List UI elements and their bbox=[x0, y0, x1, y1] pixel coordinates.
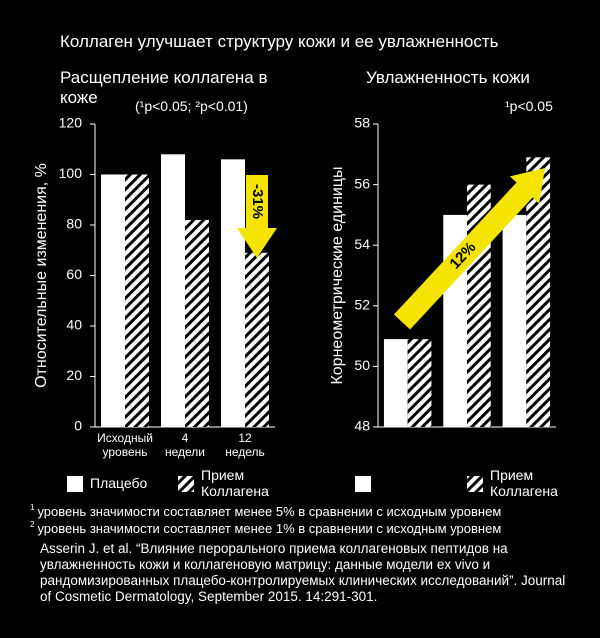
page-title: Коллаген улучшает структуру кожи и ее ув… bbox=[60, 32, 499, 51]
bar bbox=[383, 339, 408, 427]
chart-note: ¹p<0.05 bbox=[505, 98, 553, 114]
y-tick-label: 50 bbox=[354, 357, 370, 373]
y-tick-label: 60 bbox=[66, 266, 82, 282]
reference: Asserin J. et al. “Влияние перорального … bbox=[40, 541, 566, 604]
x-tick-label: Исходный уровень bbox=[97, 431, 153, 459]
y-tick-label: 100 bbox=[59, 165, 83, 181]
footnote: 1 уровень значимости составляет менее 5% … bbox=[30, 503, 501, 519]
y-tick-label: 40 bbox=[66, 317, 82, 333]
y-tick-label: 80 bbox=[66, 216, 82, 232]
x-tick-label: 12 недель bbox=[225, 431, 265, 459]
bar bbox=[125, 174, 149, 427]
y-tick-label: 48 bbox=[354, 418, 370, 434]
footnote-text: уровень значимости составляет менее 5% в… bbox=[37, 504, 502, 519]
bar bbox=[185, 219, 209, 427]
chart-title: Увлажненность кожи bbox=[366, 68, 530, 87]
footnote-marker: 2 bbox=[30, 520, 35, 529]
bar bbox=[502, 214, 527, 427]
chart-note: (¹p<0.05; ²p<0.01) bbox=[135, 98, 248, 114]
y-tick-label: 20 bbox=[66, 367, 82, 383]
legend-swatch bbox=[178, 476, 194, 492]
bar bbox=[407, 339, 432, 427]
y-tick-label: 56 bbox=[354, 175, 370, 191]
bar bbox=[221, 159, 245, 427]
bar bbox=[101, 174, 125, 427]
bar bbox=[161, 154, 185, 428]
legend-label: Плацебо bbox=[90, 475, 148, 491]
legend-swatch bbox=[355, 476, 371, 492]
footnote-text: уровень значимости составляет менее 1% в… bbox=[37, 521, 502, 536]
y-tick-label: 0 bbox=[74, 418, 82, 434]
annotation-arrow bbox=[237, 175, 277, 258]
y-tick-label: 58 bbox=[354, 115, 370, 131]
legend-swatch bbox=[467, 476, 483, 492]
footnote: 2 уровень значимости составляет менее 1% … bbox=[30, 520, 501, 536]
y-tick-label: 52 bbox=[354, 297, 370, 313]
bar bbox=[245, 252, 269, 427]
legend-swatch bbox=[67, 476, 83, 492]
x-tick-label: 4 недели bbox=[165, 431, 205, 459]
legend-label: Прием Коллагена bbox=[201, 467, 269, 499]
legend-label: Прием Коллагена bbox=[490, 467, 558, 499]
annotation-label: -31% bbox=[249, 184, 266, 219]
y-axis-label: Корнеометрические единицы bbox=[329, 166, 346, 384]
annotation-arrow bbox=[393, 168, 545, 330]
chart-title: Расщепление коллагена в коже bbox=[60, 68, 268, 107]
footnote-marker: 1 bbox=[30, 503, 35, 512]
y-tick-label: 120 bbox=[59, 115, 83, 131]
y-tick-label: 54 bbox=[354, 236, 370, 252]
y-axis-label: Относительные изменения, % bbox=[33, 163, 50, 388]
bar bbox=[526, 157, 551, 427]
